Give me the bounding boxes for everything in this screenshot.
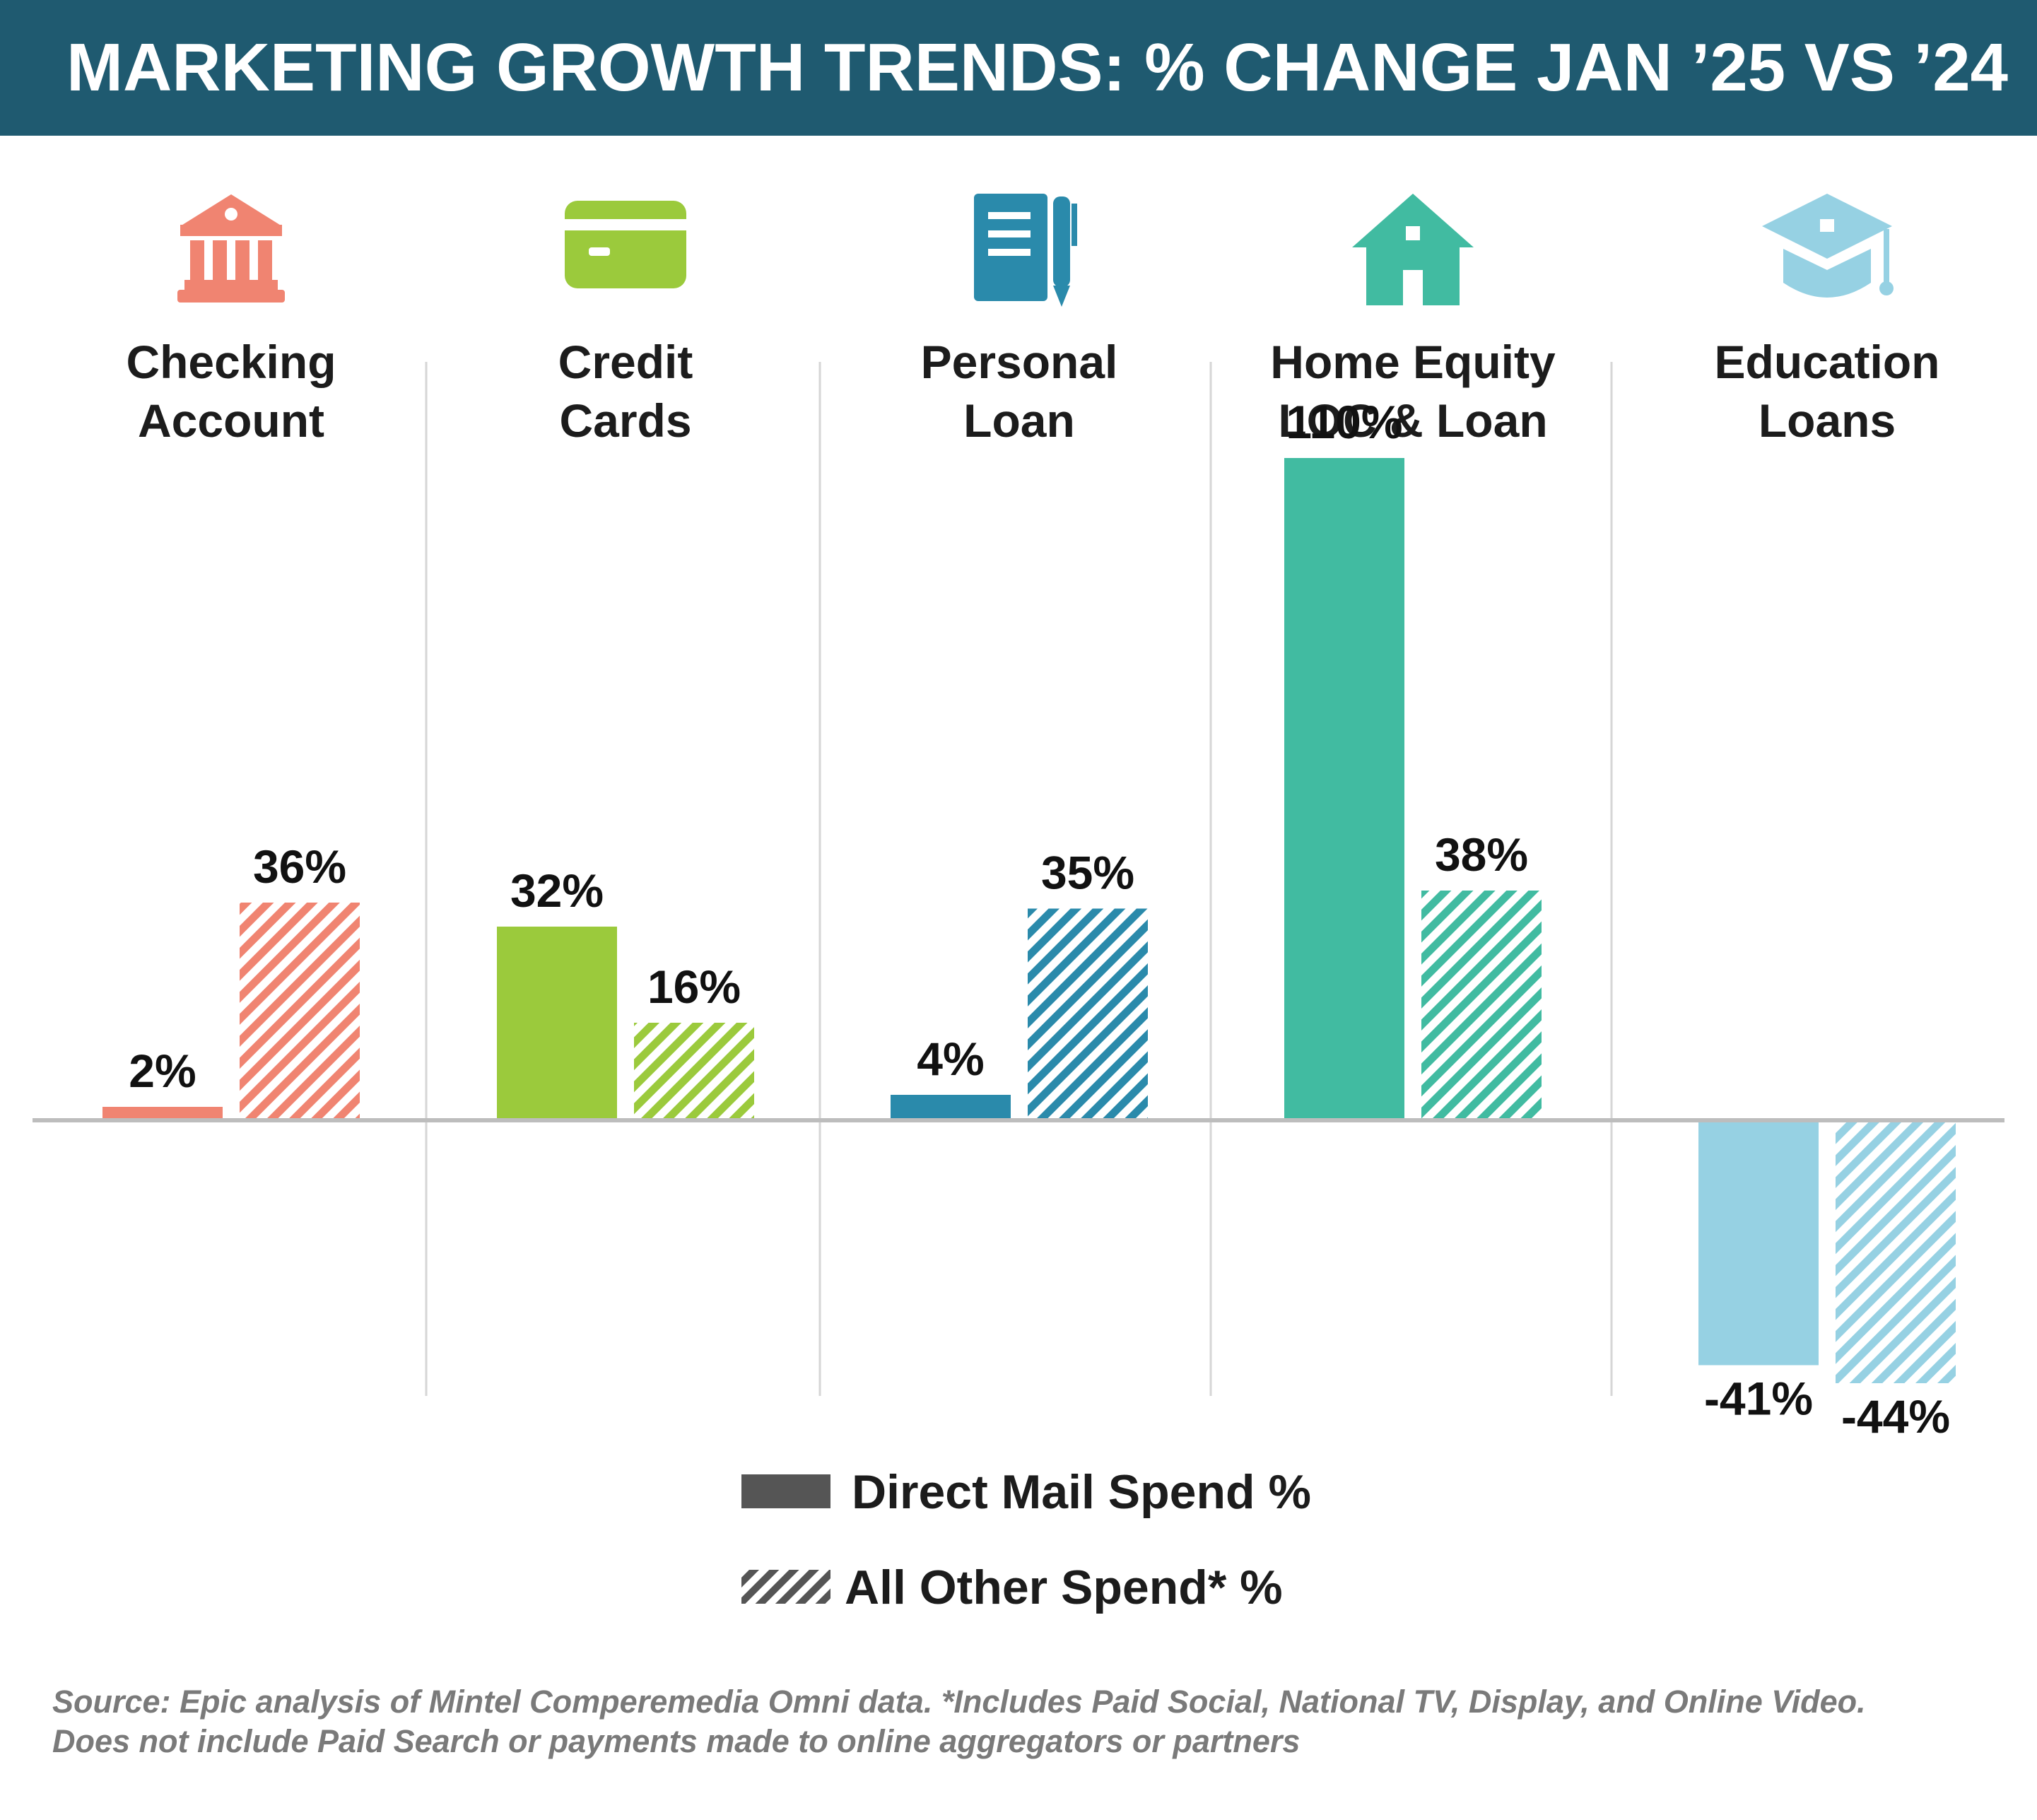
page-title: MARKETING GROWTH TRENDS: % CHANGE JAN ’2… <box>66 30 2008 105</box>
data-label: 36% <box>253 840 346 893</box>
chart: Checking Account Credit Cards Personal Loan Ho… <box>33 194 2004 1614</box>
bank-icon <box>177 194 285 303</box>
category-label: Checking <box>126 336 336 388</box>
legend-item: All Other Spend* % <box>741 1561 1283 1614</box>
credit-card-icon <box>565 201 686 288</box>
house-icon <box>1352 194 1474 305</box>
data-label: 2% <box>129 1045 196 1097</box>
notepad-pen-icon <box>974 194 1077 307</box>
legend-label: Direct Mail Spend % <box>852 1465 1311 1519</box>
title-bar: MARKETING GROWTH TRENDS: % CHANGE JAN ’2… <box>0 0 2037 136</box>
data-label: -44% <box>1841 1390 1950 1443</box>
category-labels: Checking Account Credit Cards Personal Loan Ho… <box>126 336 1939 447</box>
bar-direct-mail <box>1698 1119 1819 1366</box>
data-label: 32% <box>510 864 604 917</box>
category-label: Loan <box>963 394 1075 447</box>
data-label: 110% <box>1286 396 1402 448</box>
column-dividers <box>425 362 1613 1396</box>
category-label: LOC & Loan <box>1278 394 1547 447</box>
legend-swatch-hatched <box>741 1570 830 1604</box>
bars <box>102 458 1956 1383</box>
category-label: Account <box>138 394 324 447</box>
category-label: Home Equity <box>1270 336 1556 388</box>
bar-all-other <box>1028 908 1148 1119</box>
bar-direct-mail <box>497 927 617 1119</box>
bar-all-other <box>240 903 360 1119</box>
data-label: 4% <box>917 1033 984 1085</box>
data-label: 38% <box>1435 828 1528 881</box>
source-note: Source: Epic analysis of Mintel Comperem… <box>52 1682 2003 1761</box>
bar-direct-mail <box>1284 458 1404 1119</box>
category-label: Cards <box>559 394 691 447</box>
data-label: 16% <box>647 961 741 1013</box>
bar-all-other <box>1836 1119 1956 1383</box>
bar-direct-mail <box>891 1095 1011 1119</box>
legend-item: Direct Mail Spend % <box>741 1465 1311 1519</box>
source-line-1: Source: Epic analysis of Mintel Comperem… <box>52 1684 1866 1720</box>
category-label: Education <box>1714 336 1939 388</box>
bar-all-other <box>634 1023 754 1119</box>
category-label: Credit <box>558 336 693 388</box>
category-label: Personal <box>921 336 1118 388</box>
legend: Direct Mail Spend % All Other Spend* % <box>741 1465 1311 1614</box>
source-line-2: Does not include Paid Search or payments… <box>52 1723 1301 1759</box>
legend-swatch-solid <box>741 1474 830 1508</box>
bar-direct-mail <box>102 1107 223 1119</box>
category-label: Loans <box>1759 394 1896 447</box>
bar-all-other <box>1421 891 1542 1119</box>
category-icons <box>177 194 1894 307</box>
data-label: -41% <box>1704 1373 1813 1425</box>
legend-label: All Other Spend* % <box>845 1561 1283 1614</box>
data-label: 35% <box>1041 847 1134 899</box>
value-labels: 2% 36% 32% 16% 4% 35% 110% 38% -41% -44% <box>129 396 1950 1443</box>
graduation-cap-icon <box>1762 194 1894 298</box>
